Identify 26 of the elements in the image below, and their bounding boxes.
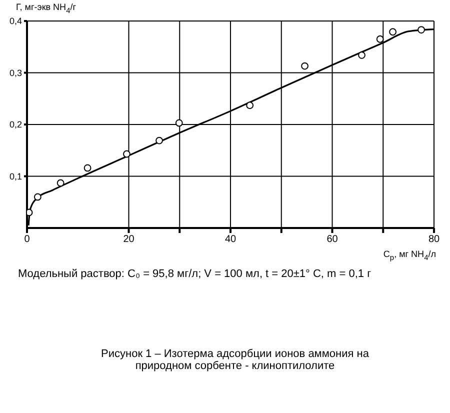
point [123, 150, 130, 158]
point [56, 179, 64, 187]
x-tick-label: 40 [224, 234, 236, 246]
point [175, 119, 183, 127]
x-tick-label: 0 [24, 234, 30, 246]
text: Модельный раствор: C₀ = 95,8 мг/л; V = 100 мл, t = 20±1° C, m = 0,1 г [17, 268, 372, 280]
x-tick-label: 20 [123, 234, 135, 246]
y-tick-label: 0,2 [9, 120, 22, 130]
point [389, 28, 396, 36]
point [27, 208, 33, 216]
x-tick-label: 80 [428, 234, 440, 246]
y-tick-label: 0,3 [9, 68, 22, 78]
point [84, 164, 92, 172]
point [376, 35, 384, 43]
point [34, 193, 42, 201]
point [301, 62, 308, 70]
y-tick-label: 0,1 [9, 171, 22, 182]
x-tick-label: 60 [326, 234, 338, 246]
point [418, 26, 425, 34]
point [156, 136, 163, 144]
point [358, 51, 366, 59]
y-tick-label: 0,4 [9, 16, 22, 26]
x-axis-title: C$_{р}$, мг NH$_{4}$/л [382, 249, 437, 262]
y-axis-title: Г, мг-экв NH$_{4}$/г [16, 2, 76, 15]
point [246, 102, 254, 110]
text: Рисунок 1 – Изотерма адсорбции ионов аммония на природном сорбенте - клиноптилолите [100, 348, 370, 372]
